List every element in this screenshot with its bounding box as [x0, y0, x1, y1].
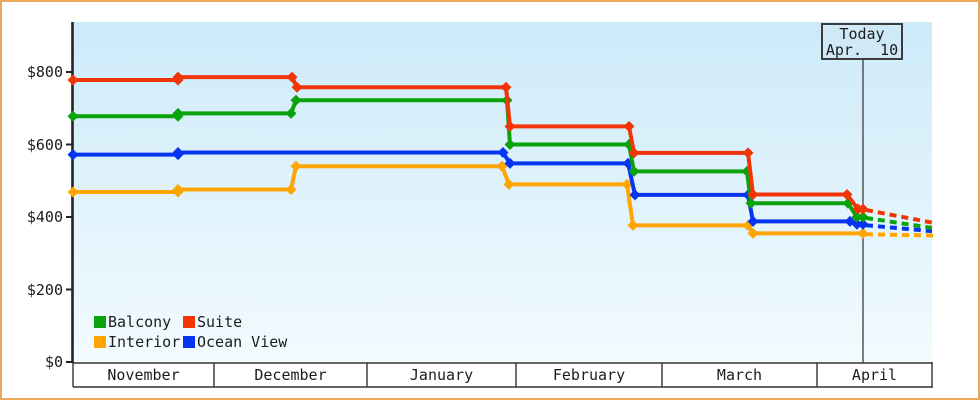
y-axis-label: $400 [26, 208, 63, 226]
legend-swatch-balcony [94, 316, 106, 328]
legend-swatch-ocean-view [183, 336, 195, 348]
y-axis-label: $600 [26, 135, 63, 154]
today-box-date: Apr. 10 [825, 40, 899, 59]
y-axis-label: $800 [26, 63, 63, 81]
legend-item-interior: Interior [94, 334, 183, 350]
legend-swatch-suite [183, 316, 195, 328]
month-label-january: January [409, 366, 474, 384]
series-line-balcony [73, 98, 863, 219]
legend-label-suite: Suite [197, 313, 243, 331]
legend-item-balcony: Balcony [94, 314, 183, 330]
month-label-december: December [254, 366, 327, 384]
month-label-march: March [716, 366, 763, 384]
legend-label-ocean-view: Ocean View [197, 333, 288, 351]
month-label-november: November [107, 366, 180, 384]
legend-label-balcony: Balcony [108, 313, 172, 331]
legend-swatch-interior [94, 336, 106, 348]
today-box: Today Apr. 10 [821, 23, 903, 60]
today-box-title: Today [839, 24, 885, 43]
month-label-april: April [851, 366, 898, 384]
legend-item-suite: Suite [183, 314, 287, 330]
y-axis-label: $0 [44, 353, 63, 371]
series-line-suite [73, 75, 863, 212]
plot-area [73, 22, 932, 362]
legend: Balcony Suite Interior Ocean View [94, 314, 287, 350]
month-label-february: February [552, 366, 626, 384]
y-axis-label: $200 [26, 280, 63, 299]
legend-item-ocean-view: Ocean View [183, 334, 287, 350]
legend-label-interior: Interior [108, 333, 181, 351]
